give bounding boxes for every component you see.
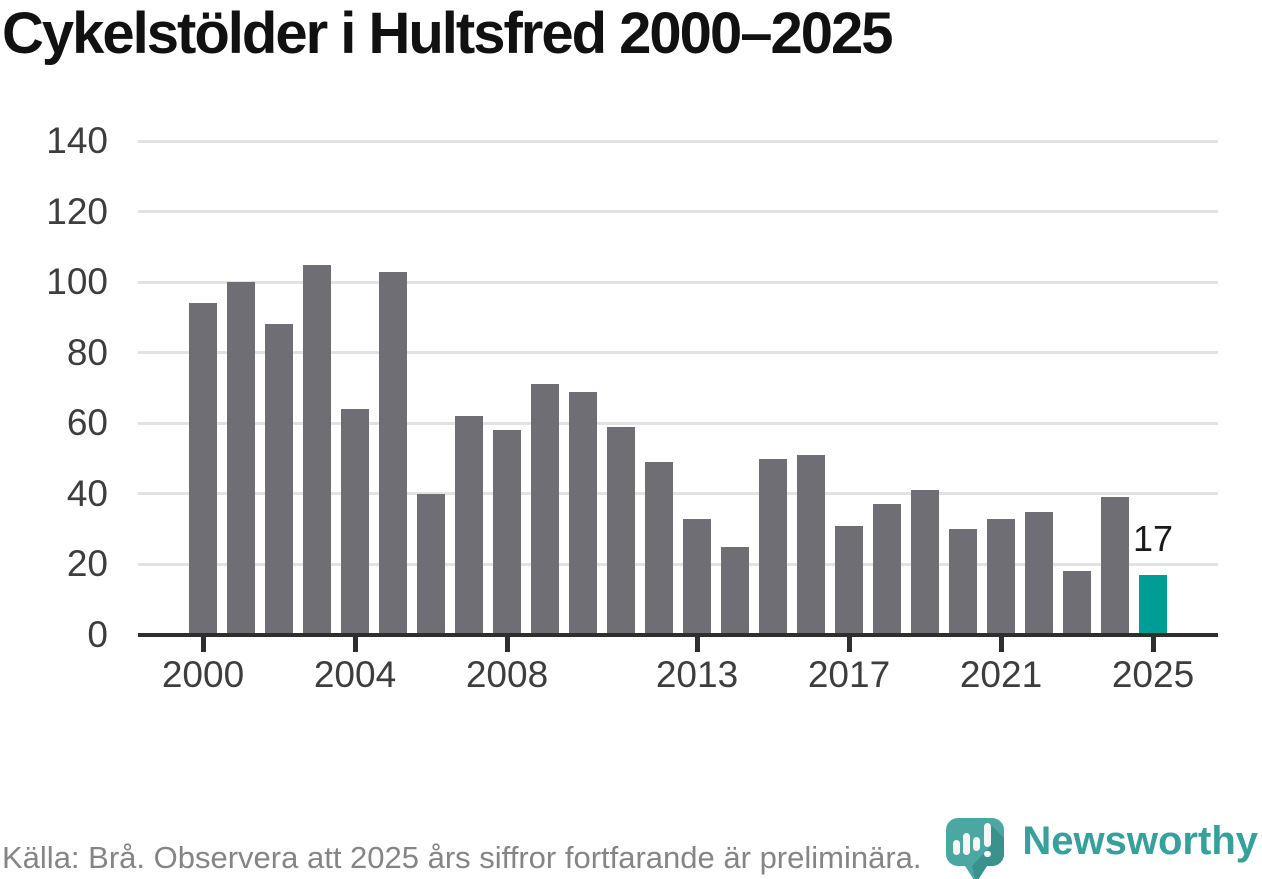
gridline-40 bbox=[138, 492, 1218, 496]
x-tick-label-2017: 2017 bbox=[807, 654, 891, 695]
bar-2004 bbox=[341, 409, 369, 635]
x-tick-2017 bbox=[846, 637, 852, 652]
y-tick-label-0: 0 bbox=[87, 614, 108, 655]
gridline-100 bbox=[138, 280, 1218, 284]
bar-2012 bbox=[645, 462, 673, 635]
bar-2016 bbox=[797, 455, 825, 635]
bar-2025 bbox=[1139, 575, 1167, 635]
y-tick-label-80: 80 bbox=[66, 331, 108, 373]
gridline-60 bbox=[138, 421, 1218, 425]
x-tick-2013 bbox=[694, 637, 700, 652]
x-tick-label-2008: 2008 bbox=[465, 654, 549, 695]
bar-2014 bbox=[721, 546, 749, 635]
bar-2009 bbox=[531, 384, 559, 635]
x-tick-2004 bbox=[352, 637, 358, 652]
x-tick-label-2004: 2004 bbox=[313, 654, 397, 695]
gridline-80 bbox=[138, 351, 1218, 355]
gridline-20 bbox=[138, 562, 1218, 566]
bar-2020 bbox=[949, 529, 977, 635]
y-tick-label-140: 140 bbox=[46, 120, 108, 161]
bar-2022 bbox=[1025, 511, 1053, 635]
bar-2015 bbox=[759, 458, 787, 635]
x-tick-2025 bbox=[1150, 637, 1156, 652]
bar-2007 bbox=[455, 416, 483, 635]
newsworthy-pin-icon bbox=[946, 818, 1004, 879]
x-axis bbox=[138, 633, 1218, 637]
bar-2013 bbox=[683, 518, 711, 635]
y-tick-label-40: 40 bbox=[66, 472, 108, 514]
bar-2002 bbox=[265, 324, 293, 635]
bar-2019 bbox=[911, 490, 939, 635]
bar-2021 bbox=[987, 518, 1015, 635]
bar-2017 bbox=[835, 525, 863, 635]
x-tick-label-2025: 2025 bbox=[1111, 654, 1195, 695]
x-tick-label-2000: 2000 bbox=[161, 654, 245, 695]
bar-2001 bbox=[227, 282, 255, 635]
x-tick-2008 bbox=[504, 637, 510, 652]
bar-2018 bbox=[873, 504, 901, 635]
bar-2008 bbox=[493, 430, 521, 635]
bar-2024 bbox=[1101, 497, 1129, 635]
x-tick-2021 bbox=[998, 637, 1004, 652]
y-tick-label-120: 120 bbox=[46, 190, 108, 232]
bar-2006 bbox=[417, 493, 445, 635]
y-tick-label-100: 100 bbox=[46, 261, 108, 303]
gridline-140 bbox=[138, 139, 1218, 143]
y-tick-label-20: 20 bbox=[66, 543, 108, 585]
x-tick-label-2021: 2021 bbox=[959, 654, 1043, 695]
source-note: Källa: Brå. Observera att 2025 års siffr… bbox=[2, 840, 922, 875]
bar-2003 bbox=[303, 264, 331, 635]
bar-2023 bbox=[1063, 571, 1091, 635]
x-tick-2000 bbox=[200, 637, 206, 652]
bar-2005 bbox=[379, 271, 407, 635]
newsworthy-wordmark: Newsworthy bbox=[1022, 819, 1258, 863]
x-tick-label-2013: 2013 bbox=[655, 654, 739, 695]
bar-2010 bbox=[569, 391, 597, 635]
bar-value-annotation: 17 bbox=[1132, 518, 1174, 559]
bar-2011 bbox=[607, 426, 635, 635]
y-tick-label-60: 60 bbox=[66, 402, 108, 444]
gridline-120 bbox=[138, 210, 1218, 214]
bar-2000 bbox=[189, 303, 217, 635]
chart-title: Cykelstölder i Hultsfred 2000–2025 bbox=[2, 1, 893, 66]
